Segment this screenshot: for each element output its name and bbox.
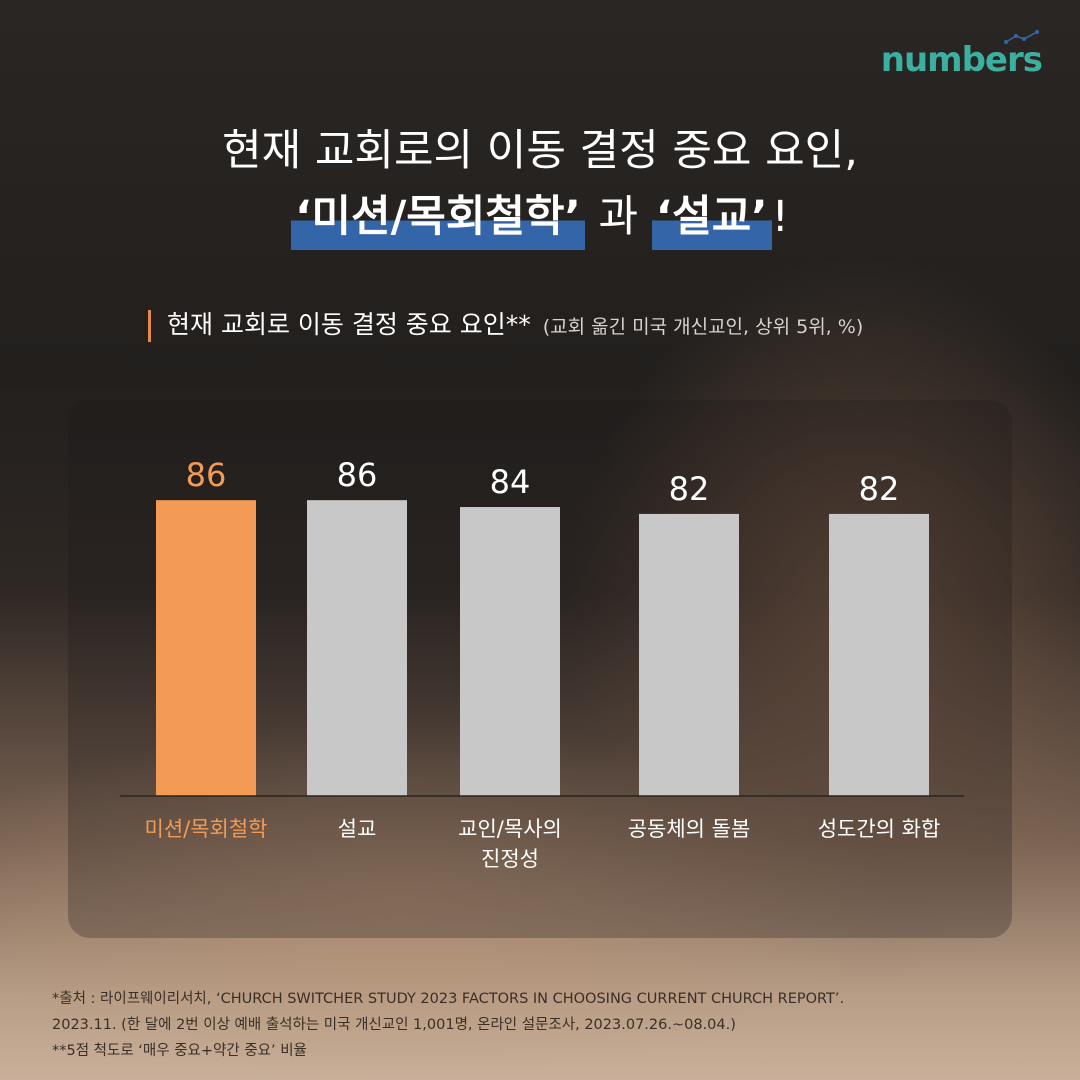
- bar-value-label-2: 86: [337, 456, 378, 494]
- logo-graph-icon: [1004, 30, 1039, 44]
- numbers-logo: numbers: [881, 30, 1043, 80]
- bar-4: [639, 513, 739, 796]
- source-line-3: **5점 척도로 ‘매우 중요+약간 중요’ 비율: [52, 1043, 307, 1059]
- headline-middle: 과: [584, 192, 652, 242]
- bar-1: [156, 500, 256, 796]
- bar-5: [829, 513, 929, 796]
- headline-line1: 현재 교회로의 이동 결정 중요 요인,: [222, 126, 858, 176]
- chart-subtitle: 현재 교회로 이동 결정 중요 요인** (교회 옮긴 미국 개신교인, 상위 …: [148, 310, 863, 342]
- bar-chart: 86 미션/목회철학 86 설교 84 교인/목사의 진정성 82 공동체의 돌봄 82 성도간의 …: [120, 456, 964, 871]
- highlight-sermon: ‘설교’: [651, 184, 772, 250]
- bar-3: [460, 507, 560, 796]
- bar-value-label-4: 82: [669, 470, 710, 508]
- chart-panel: 86 미션/목회철학 86 설교 84 교인/목사의 진정성 82 공동체의 돌봄 82 성도간의 …: [68, 400, 1012, 938]
- category-label-1: 미션/목회철학: [145, 817, 268, 841]
- bar-2: [307, 500, 407, 796]
- headline: 현재 교회로의 이동 결정 중요 요인, ‘미션/목회철학’ 과 ‘설교’!: [0, 118, 1080, 250]
- category-label-4: 공동체의 돌봄: [628, 817, 751, 841]
- category-label-3: 교인/목사의 진정성: [458, 817, 562, 871]
- bar-value-label-1: 86: [186, 456, 227, 494]
- chart-subtitle-note: (교회 옮긴 미국 개신교인, 상위 5위, %): [542, 316, 864, 338]
- highlight-mission: ‘미션/목회철학’: [291, 184, 585, 250]
- headline-end: !: [771, 192, 789, 242]
- source-note: *출처 : 라이프웨이리서치, ‘CHURCH SWITCHER STUDY 2…: [52, 986, 844, 1064]
- source-line-1: *출처 : 라이프웨이리서치, ‘CHURCH SWITCHER STUDY 2…: [52, 991, 845, 1007]
- category-label-2: 설교: [338, 817, 377, 841]
- headline-line2: ‘미션/목회철학’ 과 ‘설교’!: [0, 184, 1080, 250]
- source-line-2: 2023.11. (한 달에 2번 이상 예배 출석하는 미국 개신교인 1,0…: [52, 1017, 736, 1033]
- chart-subtitle-text: 현재 교회로 이동 결정 중요 요인**: [167, 310, 531, 339]
- bar-value-label-5: 82: [859, 470, 900, 508]
- bar-value-label-3: 84: [490, 463, 531, 501]
- category-label-5: 성도간의 화합: [818, 817, 941, 841]
